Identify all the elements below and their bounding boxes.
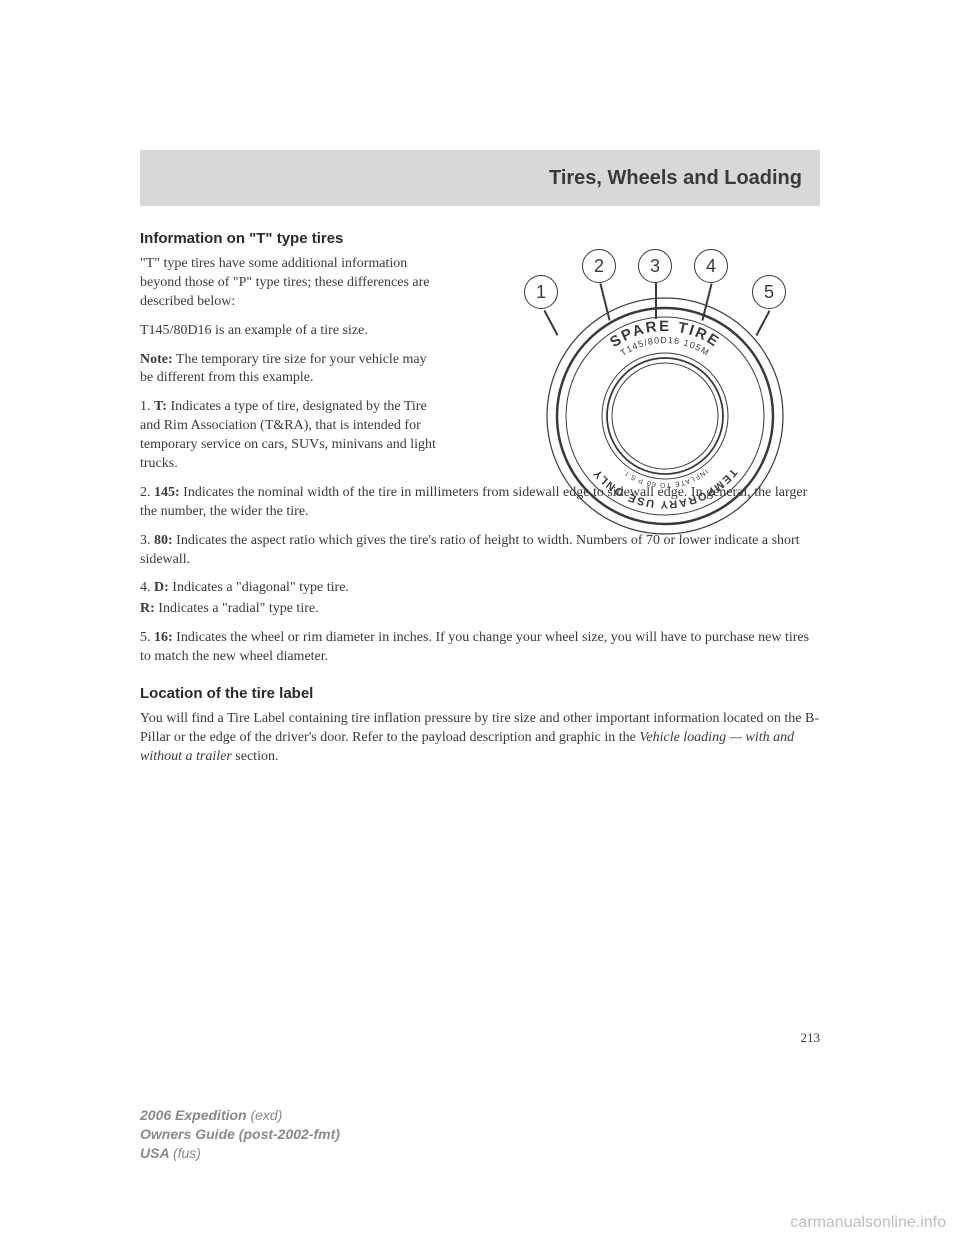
item5-num: 5.: [140, 630, 154, 645]
note-label: Note:: [140, 352, 173, 367]
para-location: You will find a Tire Label containing ti…: [140, 710, 820, 767]
callout-2: 2: [582, 249, 616, 283]
footer-line-2: Owners Guide (post-2002-fmt): [140, 1125, 340, 1144]
para-item-4a: 4. D: Indicates a "diagonal" type tire.: [140, 579, 820, 598]
item1-num: 1.: [140, 399, 154, 414]
para-note: Note: The temporary tire size for your v…: [140, 351, 440, 389]
item5-text: Indicates the wheel or rim diameter in i…: [140, 630, 809, 664]
chapter-title: Tires, Wheels and Loading: [549, 167, 802, 190]
para-example: T145/80D16 is an example of a tire size.: [140, 322, 440, 341]
para-intro: "T" type tires have some additional info…: [140, 255, 440, 312]
para-item-4b: R: Indicates a "radial" type tire.: [140, 600, 820, 619]
footer-block: 2006 Expedition (exd) Owners Guide (post…: [140, 1106, 340, 1163]
footer-region: USA: [140, 1145, 173, 1161]
para-item-1: 1. T: Indicates a type of tire, designat…: [140, 398, 440, 474]
callout-3: 3: [638, 249, 672, 283]
item1-label: T:: [154, 399, 167, 414]
callout-4: 4: [694, 249, 728, 283]
item3-label: 80:: [154, 533, 173, 548]
section-heading-location: Location of the tire label: [140, 685, 820, 702]
item2-label: 145:: [154, 485, 180, 500]
page-content: Tires, Wheels and Loading Information on…: [0, 0, 960, 767]
item3-num: 3.: [140, 533, 154, 548]
item4-label-d: D:: [154, 580, 169, 595]
item1-text: Indicates a type of tire, designated by …: [140, 399, 436, 471]
item2-num: 2.: [140, 485, 154, 500]
item4-text-r: Indicates a "radial" type tire.: [155, 601, 319, 616]
watermark-text: carmanualsonline.info: [790, 1214, 946, 1232]
footer-model: 2006 Expedition: [140, 1107, 250, 1123]
chapter-header-bar: Tires, Wheels and Loading: [140, 150, 820, 206]
item4-num: 4.: [140, 580, 154, 595]
footer-model-code: (exd): [250, 1107, 282, 1123]
page-number: 213: [801, 1030, 821, 1046]
tire-svg: SPARE TIRE T145/80D16 105M TEMPORARY USE…: [540, 291, 790, 541]
spare-tire-diagram: 1 2 3 4 5: [520, 249, 810, 539]
left-column: "T" type tires have some additional info…: [140, 255, 440, 474]
section-heading-t-type: Information on "T" type tires: [140, 230, 820, 247]
footer-line-1: 2006 Expedition (exd): [140, 1106, 340, 1125]
body-wrap: 1 2 3 4 5: [140, 255, 820, 767]
item5-label: 16:: [154, 630, 173, 645]
note-text: The temporary tire size for your vehicle…: [140, 352, 427, 386]
location-text-c: section.: [232, 749, 279, 764]
footer-region-code: (fus): [173, 1145, 201, 1161]
para-item-5: 5. 16: Indicates the wheel or rim diamet…: [140, 629, 820, 667]
item4-label-r: R:: [140, 601, 155, 616]
item4-text-d: Indicates a "diagonal" type tire.: [169, 580, 349, 595]
footer-line-3: USA (fus): [140, 1144, 340, 1163]
